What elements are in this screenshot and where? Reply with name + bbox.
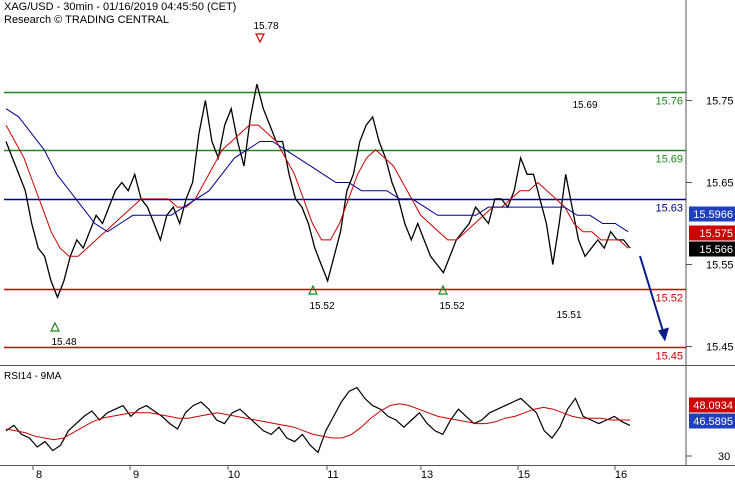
rsi-series-ma xyxy=(5,403,630,441)
x-tick-label: 9 xyxy=(133,469,139,480)
y-tick-label: 15.55 xyxy=(706,260,734,272)
up-marker-icon xyxy=(308,284,318,295)
price-tag-box xyxy=(689,206,735,222)
y-tick-label: 15.65 xyxy=(706,178,734,190)
series-fast-ma xyxy=(5,124,629,257)
price-tag-label: 15.566 xyxy=(699,244,733,256)
annotation-label: 15.52 xyxy=(309,301,334,312)
down-marker-icon xyxy=(255,33,265,44)
support-resistance-levels: 15.76 15.69 15.63 15.52 15.45 xyxy=(4,91,686,363)
price-tag-label: 15.5966 xyxy=(693,209,733,221)
x-tick-label: 13 xyxy=(421,469,433,480)
x-tick-label: 16 xyxy=(615,469,627,480)
chart-title: XAG/USD - 30min - 01/16/2019 04:45:50 (C… xyxy=(4,1,237,13)
up-marker-icon xyxy=(50,321,60,332)
rsi-value-tag-label: 48.0934 xyxy=(693,400,733,412)
level-label: 15.69 xyxy=(655,154,683,166)
level-label: 15.52 xyxy=(655,293,683,305)
rsi-series-group xyxy=(5,386,631,454)
up-marker-icon xyxy=(438,284,448,295)
chart-source: Research © TRADING CENTRAL xyxy=(4,14,169,26)
price-tag-box xyxy=(689,241,735,257)
level-label: 15.76 xyxy=(655,96,683,108)
series-slow-ma xyxy=(5,108,629,233)
rsi-value-tag-label: 46.5895 xyxy=(693,416,733,428)
rsi-y-tick-label: 30 xyxy=(718,451,730,463)
price-tags: 15.5966 15.575 15.566 xyxy=(689,206,735,257)
rsi-panel-title: RSI14 - 9MA xyxy=(4,371,62,382)
price-tag-box xyxy=(689,225,735,241)
annotations-group: 15.78 15.48 15.52 15.52 15.69 15.51 xyxy=(50,21,669,348)
x-tick-label: 11 xyxy=(327,469,338,480)
time-x-axis: 8 9 10 11 13 15 16 xyxy=(32,465,627,481)
annotation-label: 15.48 xyxy=(51,337,76,348)
x-tick-label: 15 xyxy=(518,469,530,480)
y-tick-label: 15.75 xyxy=(706,96,734,108)
projection-arrow-line xyxy=(639,255,665,335)
x-tick-label: 10 xyxy=(228,469,240,480)
level-label: 15.63 xyxy=(655,203,683,215)
rsi-value-tag-box xyxy=(689,397,735,413)
annotation-label: 15.52 xyxy=(439,301,464,312)
rsi-value-tag-box xyxy=(689,413,735,429)
annotation-label: 15.51 xyxy=(556,310,581,321)
rsi-y-axis: 30 48.0934 46.5895 xyxy=(686,397,735,463)
price-series-group xyxy=(5,83,631,300)
series-price xyxy=(5,83,631,300)
price-tag-label: 15.575 xyxy=(699,228,733,240)
price-y-axis: 15.75 15.65 15.55 15.45 xyxy=(686,96,734,354)
annotation-label: 15.69 xyxy=(572,100,597,111)
projection-arrow-head xyxy=(658,327,669,342)
rsi-series-rsi xyxy=(5,386,631,454)
level-label: 15.45 xyxy=(655,351,683,363)
y-tick-label: 15.45 xyxy=(706,342,734,354)
x-tick-label: 8 xyxy=(36,469,42,480)
annotation-label: 15.78 xyxy=(253,21,278,32)
